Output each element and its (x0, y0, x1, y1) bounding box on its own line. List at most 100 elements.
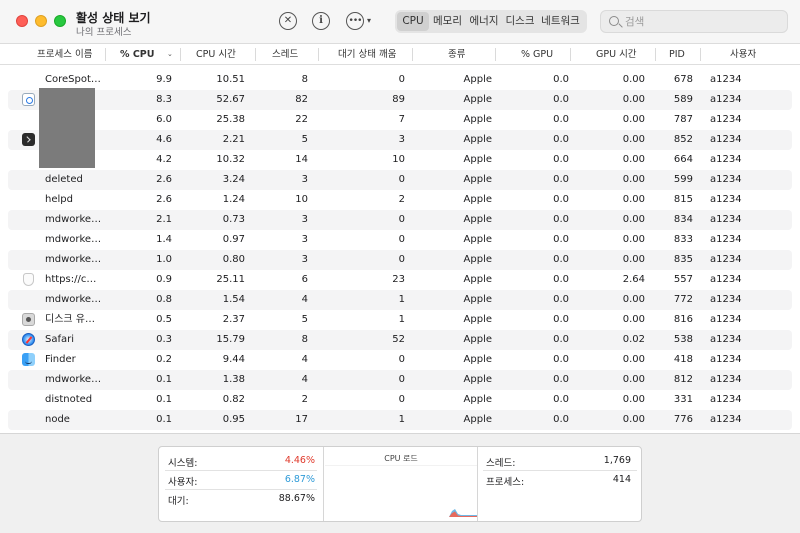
thread-count-cell: 3 (301, 234, 308, 245)
cpu-percent-cell: 0.1 (156, 394, 172, 405)
cpu-percent-cell: 2.1 (156, 214, 172, 225)
tab-disk[interactable]: 디스크 (505, 15, 535, 27)
table-row[interactable]: deleted 2.6 3.24 3 0 Apple 0.0 0.00 599 a1234 (8, 170, 792, 190)
search-field[interactable] (600, 10, 788, 33)
table-row[interactable]: Finder 0.2 9.44 4 0 Apple 0.0 0.00 418 a1234 (8, 350, 792, 370)
table-row[interactable]: mdworke… 2.1 0.73 3 0 Apple 0.0 0.00 834 a1234 (8, 210, 792, 230)
table-row[interactable]: CoreSpot… 9.9 10.51 8 0 Apple 0.0 0.00 678 a1234 (8, 70, 792, 90)
thread-count-cell: 10 (295, 194, 308, 205)
shield-icon (23, 273, 34, 286)
disk-utility-icon (22, 313, 35, 326)
column-header-cpu-time[interactable]: CPU 시간 (196, 49, 236, 60)
process-kind-cell: Apple (463, 134, 492, 145)
idle-wake-ups-cell: 10 (392, 154, 405, 165)
chevron-down-icon[interactable]: ▾ (367, 16, 372, 25)
sort-descending-icon[interactable]: ⌄ (167, 50, 173, 58)
minimize-window-button[interactable] (35, 15, 47, 27)
table-row[interactable]: 디스크 유… 0.5 2.37 5 1 Apple 0.0 0.00 816 a1234 (8, 310, 792, 330)
info-circle-icon[interactable]: i (312, 12, 330, 30)
column-header-threads[interactable]: 스레드 (272, 49, 299, 60)
user-name-cell: a1234 (710, 254, 742, 265)
table-row[interactable]: 8.3 52.67 82 89 Apple 0.0 0.00 589 a1234 (8, 90, 792, 110)
user-name-cell: a1234 (710, 314, 742, 325)
cpu-time-cell: 10.32 (216, 154, 245, 165)
table-row[interactable]: mdworke… 1.4 0.97 3 0 Apple 0.0 0.00 833 a1234 (8, 230, 792, 250)
cpu-percent-cell: 8.3 (156, 94, 172, 105)
process-kind-cell: Apple (463, 374, 492, 385)
process-name-cell: 디스크 유… (45, 314, 95, 325)
safari-icon (22, 333, 35, 346)
gpu-time-cell: 2.64 (622, 274, 645, 285)
user-name-cell: a1234 (710, 334, 742, 345)
table-row[interactable]: helpd 2.6 1.24 10 2 Apple 0.0 0.00 815 a1234 (8, 190, 792, 210)
cpu-percent-cell: 9.9 (156, 74, 172, 85)
process-kind-cell: Apple (463, 154, 492, 165)
window-title: 활성 상태 보기 (76, 11, 151, 25)
gpu-percent-cell: 0.0 (553, 334, 569, 345)
xmark-circle-icon[interactable]: ✕ (279, 12, 297, 30)
cpu-time-cell: 1.54 (222, 294, 245, 305)
column-header-idle-wake-ups[interactable]: 대기 상태 깨움 (338, 49, 397, 60)
column-header-kind[interactable]: 종류 (448, 49, 466, 60)
column-header-pid[interactable]: PID (669, 49, 685, 60)
user-name-cell: a1234 (710, 274, 742, 285)
table-row[interactable]: distnoted 0.1 0.82 2 0 Apple 0.0 0.00 331 a1234 (8, 390, 792, 410)
gpu-time-cell: 0.00 (622, 94, 645, 105)
process-kind-cell: Apple (463, 354, 492, 365)
system-label: 시스템: (168, 458, 198, 469)
gpu-percent-cell: 0.0 (553, 254, 569, 265)
close-window-button[interactable] (16, 15, 28, 27)
process-kind-cell: Apple (463, 94, 492, 105)
ellipsis-circle-icon[interactable]: ••• (346, 12, 364, 30)
table-row[interactable]: Safari 0.3 15.79 8 52 Apple 0.0 0.02 538 a1234 (8, 330, 792, 350)
user-name-cell: a1234 (710, 114, 742, 125)
divider (165, 470, 317, 471)
column-divider (180, 48, 181, 61)
tab-network[interactable]: 네트워크 (541, 15, 580, 27)
table-row[interactable]: https://c… 0.9 25.11 6 23 Apple 0.0 2.64 557 a123… (8, 270, 792, 290)
process-kind-cell: Apple (463, 114, 492, 125)
user-name-cell: a1234 (710, 354, 742, 365)
column-header-gpu-time[interactable]: GPU 시간 (596, 49, 637, 60)
process-name-cell: mdworke… (45, 234, 102, 245)
thread-count-cell: 8 (301, 74, 308, 85)
table-row[interactable]: 4.6 2.21 5 3 Apple 0.0 0.00 852 a1234 (8, 130, 792, 150)
tab-memory[interactable]: 메모리 (433, 15, 462, 27)
user-name-cell: a1234 (710, 174, 742, 185)
divider (477, 447, 478, 521)
tab-energy[interactable]: 에너지 (469, 15, 499, 27)
search-input[interactable] (625, 13, 775, 30)
zoom-window-button[interactable] (54, 15, 66, 27)
gpu-percent-cell: 0.0 (553, 114, 569, 125)
table-row[interactable]: mdworke… 0.1 1.38 4 0 Apple 0.0 0.00 812 a1234 (8, 370, 792, 390)
column-header-gpu[interactable]: % GPU (521, 49, 554, 60)
column-header-cpu[interactable]: % CPU (120, 49, 155, 60)
process-name-cell: distnoted (45, 394, 93, 405)
user-name-cell: a1234 (710, 234, 742, 245)
cpu-percent-cell: 2.6 (156, 194, 172, 205)
column-header-process-name[interactable]: 프로세스 이름 (37, 49, 93, 60)
gpu-percent-cell: 0.0 (553, 94, 569, 105)
column-header-user[interactable]: 사용자 (730, 49, 757, 60)
user-label: 사용자: (168, 477, 198, 488)
thread-count-cell: 6 (301, 274, 308, 285)
gpu-percent-cell: 0.0 (553, 274, 569, 285)
table-row[interactable]: mdworke… 1.0 0.80 3 0 Apple 0.0 0.00 835 a1234 (8, 250, 792, 270)
column-divider (412, 48, 413, 61)
table-row[interactable]: mdworke… 0.8 1.54 4 1 Apple 0.0 0.00 772 a1234 (8, 290, 792, 310)
pid-cell: 418 (673, 354, 693, 365)
process-kind-cell: Apple (463, 394, 492, 405)
tab-cpu[interactable]: CPU (397, 12, 429, 31)
table-row[interactable]: 4.2 10.32 14 10 Apple 0.0 0.00 664 a1234 (8, 150, 792, 170)
table-row[interactable]: 6.0 25.38 22 7 Apple 0.0 0.00 787 a1234 (8, 110, 792, 130)
idle-wake-ups-cell: 0 (398, 374, 405, 385)
table-row[interactable]: node 0.1 0.95 17 1 Apple 0.0 0.00 776 a1234 (8, 410, 792, 430)
cpu-load-graph (325, 465, 477, 517)
pid-cell: 834 (673, 214, 693, 225)
cpu-percent-cell: 1.4 (156, 234, 172, 245)
thread-count-cell: 4 (301, 374, 308, 385)
cpu-percent-cell: 0.5 (156, 314, 172, 325)
cpu-load-system-area (445, 511, 477, 517)
gpu-percent-cell: 0.0 (553, 294, 569, 305)
pid-cell: 664 (673, 154, 693, 165)
